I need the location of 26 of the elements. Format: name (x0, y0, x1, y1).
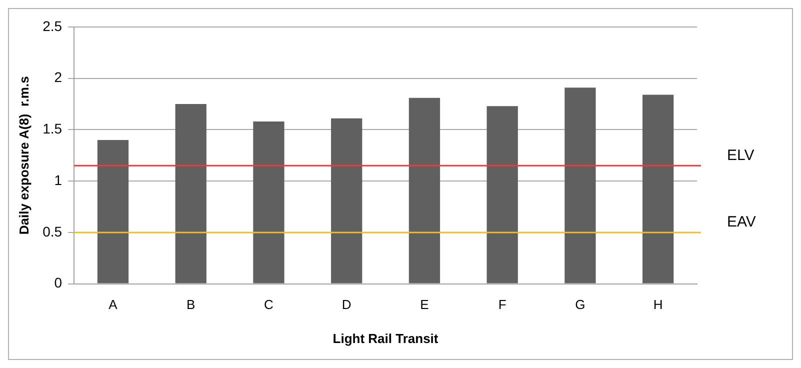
x-tick-label: C (264, 297, 274, 312)
x-tick-label: G (575, 297, 586, 312)
bar (642, 94, 674, 284)
y-tick-label: 2 (54, 69, 62, 86)
bar (408, 98, 440, 284)
x-tick-label: F (498, 297, 506, 312)
y-axis-title: Daily exposure A(8) r.m.s (16, 76, 32, 235)
ref-line-label: ELV (727, 146, 754, 164)
bar (253, 122, 284, 284)
bar (175, 104, 206, 284)
y-tick-label: 0.5 (42, 223, 62, 240)
bar (97, 140, 129, 284)
y-tick-label: 2.5 (42, 18, 62, 34)
bar (486, 106, 518, 284)
y-tick-label: 0 (54, 274, 62, 291)
x-tick-label: D (342, 297, 352, 312)
x-tick-label: B (186, 297, 196, 312)
bar (564, 88, 596, 284)
x-tick-label: A (108, 297, 118, 312)
x-axis-title: Light Rail Transit (332, 330, 439, 346)
bar (331, 118, 362, 284)
y-tick-label: 1.5 (42, 120, 62, 137)
x-tick-label: E (420, 297, 430, 312)
x-tick-label: H (653, 297, 663, 312)
y-tick-label: 1 (54, 172, 62, 188)
ref-line-label: EAV (727, 214, 756, 231)
